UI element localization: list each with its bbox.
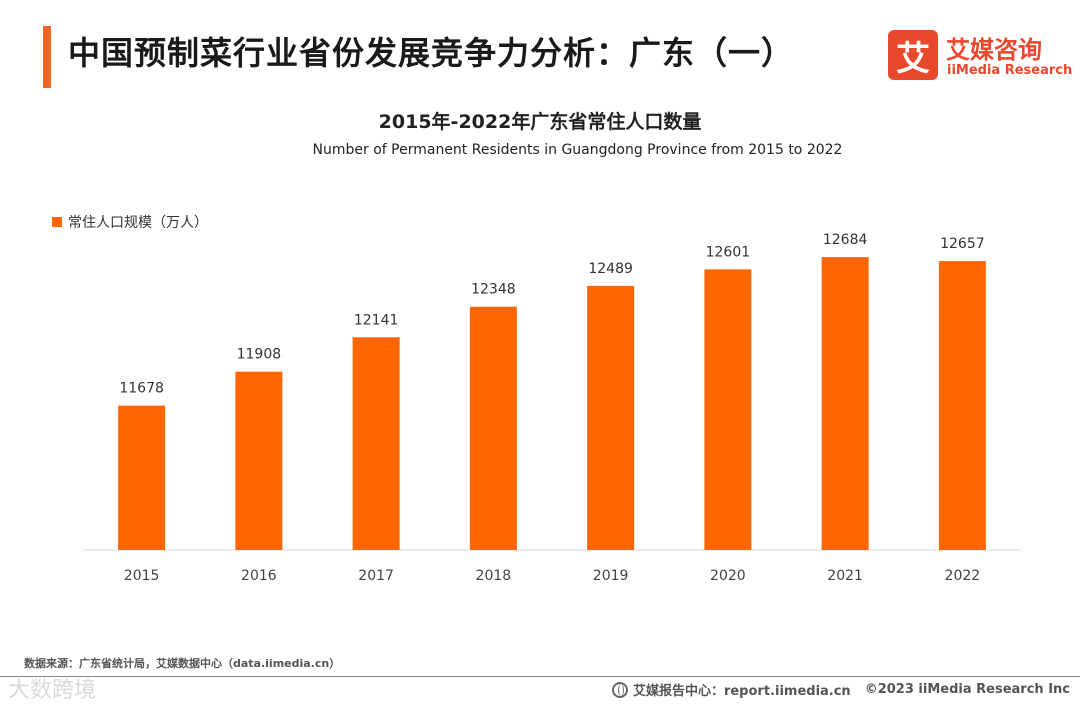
footer-report-center: 艾媒报告中心：report.iimedia.cn [632, 684, 851, 699]
x-tick-label-2019: 2019 [593, 568, 629, 584]
bar-2015 [118, 405, 166, 550]
legend-swatch [52, 217, 62, 227]
x-tick-label-2020: 2020 [710, 568, 746, 584]
data-label-2016: 11908 [237, 347, 282, 363]
x-tick-label-2022: 2022 [945, 568, 981, 584]
x-tick-label-2018: 2018 [476, 568, 512, 584]
data-label-2017: 12141 [354, 312, 399, 328]
data-source: 数据来源：广东省统计局，艾媒数据中心（data.iimedia.cn） [24, 657, 341, 670]
footer: 艾媒报告中心：report.iimedia.cn ©2023 iiMedia R… [611, 680, 1070, 699]
data-label-2022: 12657 [940, 236, 985, 252]
logo-name-cn: 艾媒咨询 [946, 36, 1042, 64]
iimedia-logo: 艾 艾媒咨询 iiMedia Research [888, 30, 1072, 84]
bar-2020 [704, 269, 752, 550]
watermark: 大数跨境 [8, 678, 97, 703]
chart-title: 2015年-2022年广东省常住人口数量 [378, 111, 702, 133]
bar-2022 [938, 261, 986, 550]
x-tick-label-2021: 2021 [827, 568, 863, 584]
bar-2017 [352, 337, 400, 550]
bar-2016 [235, 371, 283, 550]
logo-mark-icon: 艾 [888, 30, 938, 80]
footer-divider [0, 676, 1080, 677]
data-label-2020: 12601 [706, 244, 751, 260]
bar-2019 [587, 285, 635, 550]
data-label-2019: 12489 [588, 261, 633, 277]
x-tick-label-2016: 2016 [241, 568, 277, 584]
data-label-2015: 11678 [119, 381, 164, 397]
bar-2018 [469, 306, 517, 550]
footer-copyright: ©2023 iiMedia Research Inc [864, 682, 1070, 697]
page-title: 中国预制菜行业省份发展竞争力分析：广东（一） [68, 34, 795, 72]
legend-label: 常住人口规模（万人） [68, 215, 208, 231]
logo-name-en: iiMedia Research [947, 63, 1073, 78]
bar-2021 [821, 257, 869, 550]
data-label-2021: 12684 [823, 232, 868, 248]
globe-icon [611, 681, 628, 698]
x-tick-label-2017: 2017 [358, 568, 394, 584]
chart-subtitle: Number of Permanent Residents in Guangdo… [312, 142, 843, 158]
chart-legend: 常住人口规模（万人） [52, 212, 208, 232]
x-tick-label-2015: 2015 [124, 568, 160, 584]
title-accent-bar [43, 26, 51, 88]
data-label-2018: 12348 [471, 282, 516, 298]
